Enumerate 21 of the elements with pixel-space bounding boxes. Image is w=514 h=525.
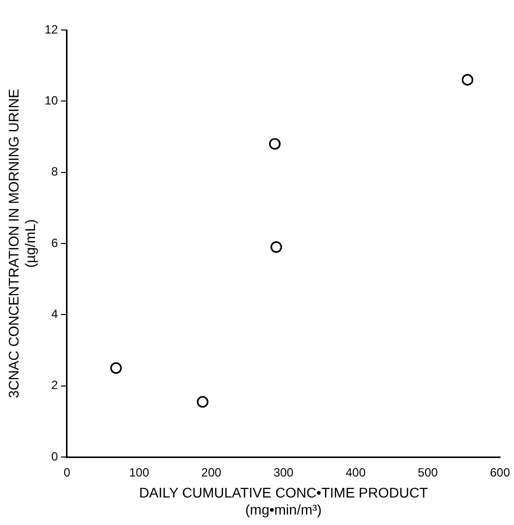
point (269, 138, 281, 150)
y-tick-label: 8 (51, 164, 58, 179)
x-tick-label: 400 (346, 466, 366, 480)
x-axis-title: DAILY CUMULATIVE CONC•TIME PRODUCT (mg•min/m³) (139, 484, 428, 518)
x-tick-label: 600 (490, 466, 510, 480)
y-tick-label: 6 (51, 236, 58, 250)
y-tick-label: 4 (51, 306, 58, 321)
point (196, 396, 208, 408)
x-tick-label: 300 (273, 466, 294, 480)
x-tick-label: 200 (201, 466, 222, 480)
x-tick-label: 100 (129, 466, 150, 480)
x-tick-label: 0 (64, 466, 71, 480)
y-tick-label: 10 (44, 93, 58, 108)
y-tick-label: 12 (44, 22, 58, 36)
point (462, 74, 474, 86)
y-axis-title: 3CNAC CONCENTRATION IN MORNING URINE (µg/mL) (5, 88, 38, 398)
y-tick-label: 2 (51, 378, 58, 392)
point (110, 362, 122, 374)
x-tick-label: 500 (418, 466, 438, 480)
y-tick-label: 0 (51, 449, 58, 464)
point (270, 241, 282, 253)
